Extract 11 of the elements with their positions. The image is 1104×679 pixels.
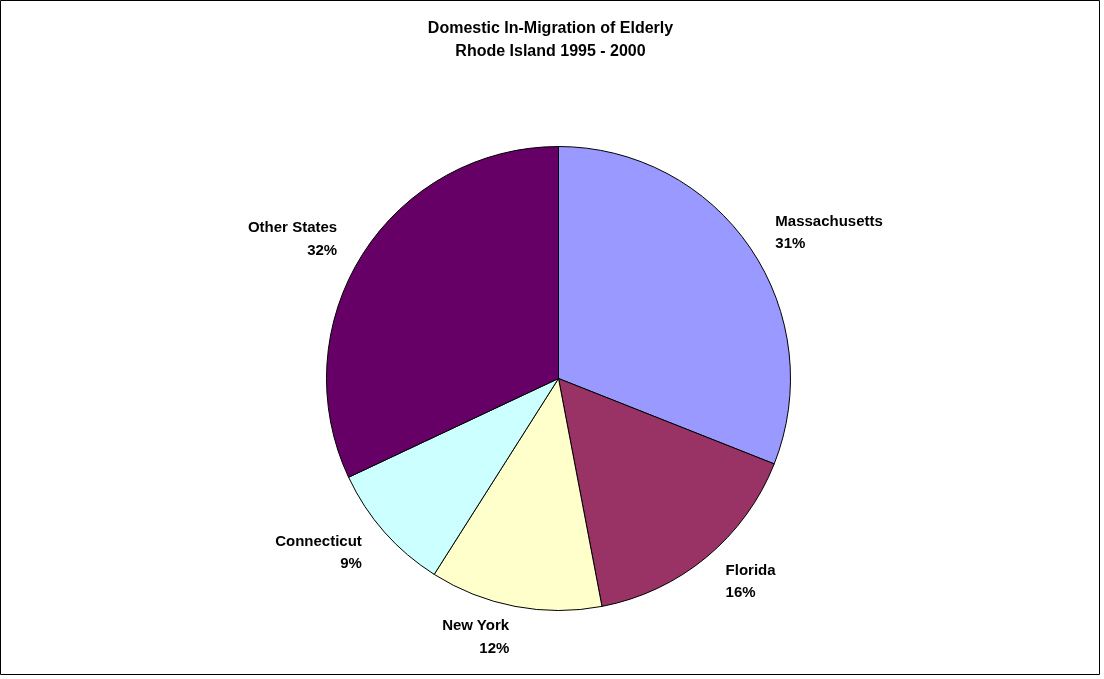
- data-label: 16%: [725, 583, 756, 601]
- data-label: 32%: [307, 240, 338, 258]
- slice-label: New York: [442, 616, 510, 634]
- chart-title: Domestic In-Migration of Elderly Rhode Island 1995 - 2000: [427, 18, 674, 60]
- slice-label: Florida: [725, 560, 777, 578]
- slice-label: Other States: [247, 218, 338, 236]
- slice-label: Connecticut: [275, 532, 362, 550]
- data-label: 12%: [479, 638, 510, 656]
- data-label: 31%: [775, 233, 806, 251]
- data-label: 9%: [340, 554, 362, 572]
- slice-label: Massachusetts: [775, 211, 883, 229]
